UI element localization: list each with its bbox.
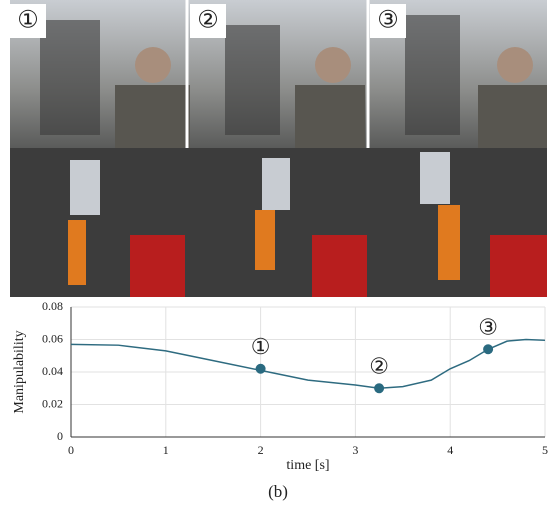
x-tick-label: 4 (447, 443, 453, 457)
marker (374, 383, 384, 393)
marker (256, 364, 266, 374)
photo-strip: ① ② ③ (10, 0, 547, 148)
x-tick-label: 1 (163, 443, 169, 457)
sim-gripper (70, 160, 100, 215)
marker-label: ③ (478, 314, 498, 339)
y-tick-label: 0.06 (42, 331, 63, 345)
panel-label: ② (197, 8, 219, 34)
sim-arm (68, 220, 86, 285)
sim-gripper (262, 158, 290, 210)
robot-arm (225, 25, 280, 135)
caption: (b) (268, 482, 288, 501)
marker-label: ① (251, 334, 271, 359)
person-head (315, 47, 351, 83)
panel-label: ③ (377, 8, 399, 34)
x-tick-label: 3 (352, 443, 358, 457)
person (478, 85, 547, 148)
y-axis-label: Manipulability (12, 330, 27, 413)
person-head (135, 47, 171, 83)
panel-label: ① (17, 8, 39, 34)
x-axis-label: time [s] (286, 458, 329, 473)
sim-robot (130, 235, 185, 297)
y-tick-label: 0 (57, 429, 63, 443)
sim-arm (438, 205, 460, 280)
x-tick-label: 0 (68, 443, 74, 457)
person (115, 85, 190, 148)
line (71, 340, 545, 389)
y-tick-label: 0.02 (42, 396, 63, 410)
sim-arm (255, 210, 275, 270)
robot-arm (40, 20, 100, 135)
sim-robot (490, 235, 547, 297)
person (295, 85, 365, 148)
y-tick-label: 0.08 (42, 299, 63, 313)
sim-gripper (420, 152, 450, 204)
simulation-strip (10, 148, 547, 297)
marker-label: ② (369, 353, 389, 378)
x-tick-label: 5 (542, 443, 548, 457)
marker (483, 344, 493, 354)
figure: ① ② ③ Manipulability time [s] (b) 0 0.02 0… (0, 0, 557, 506)
y-tick-label: 0.04 (42, 364, 63, 378)
x-tick-label: 2 (258, 443, 264, 457)
person-head (497, 47, 533, 83)
robot-arm (405, 15, 460, 135)
sim-robot (312, 235, 367, 297)
